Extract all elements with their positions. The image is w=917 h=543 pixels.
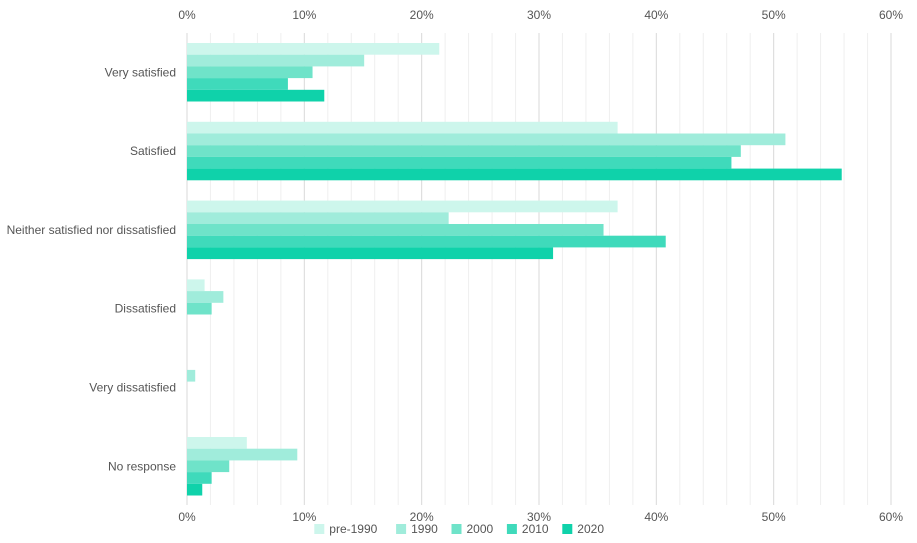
bar-2000-0 [187,66,313,79]
bar-pre-1990-3 [187,279,205,292]
x-tick-label-bottom: 30% [527,510,551,524]
category-label: No response [108,459,176,473]
legend-label-pre-1990: pre-1990 [329,522,377,536]
x-tick-label-bottom: 40% [644,510,668,524]
bar-2010-5 [187,472,212,484]
category-label: Neither satisfied nor dissatisfied [7,223,176,237]
legend-swatch-2000 [451,524,462,534]
category-label: Satisfied [130,144,176,158]
x-tick-label-top: 60% [879,8,903,22]
legend-swatch-2020 [562,524,573,534]
x-tick-label-top: 0% [178,8,196,22]
bar-2010-0 [187,78,288,90]
x-tick-label-bottom: 60% [879,510,903,524]
category-label: Very satisfied [105,65,176,79]
legend-label-2000: 2000 [467,522,494,536]
legend-label-1990: 1990 [411,522,438,536]
x-tick-label-top: 10% [292,8,316,22]
bar-2000-2 [187,224,604,236]
x-tick-label-bottom: 0% [178,510,196,524]
x-tick-label-top: 40% [644,8,668,22]
bar-pre-1990-1 [187,121,618,134]
bar-1990-3 [187,291,224,303]
bar-1990-2 [187,212,449,224]
bar-1990-0 [187,54,365,67]
bar-pre-1990-0 [187,43,440,55]
category-label: Dissatisfied [115,302,176,316]
bar-pre-1990-5 [187,437,247,449]
bar-2020-0 [187,89,325,102]
x-tick-label-bottom: 10% [292,510,316,524]
bar-2020-2 [187,247,554,260]
bar-2020-1 [187,168,842,181]
legend-swatch-1990 [396,524,407,534]
x-tick-label-top: 20% [410,8,434,22]
bar-2000-3 [187,302,212,315]
bar-pre-1990-2 [187,200,618,213]
bar-2010-2 [187,235,666,248]
legend: pre-1990 1990 2000 2010 2020 [314,522,604,536]
bar-1990-4 [187,369,196,382]
x-tick-label-top: 30% [527,8,551,22]
bar-1990-5 [187,448,298,461]
x-axis-ticks: 0% 0% 10% 10% 20% 20% 30% 30% 40% 40% 50% 50% 60% 60% [178,8,903,524]
legend-swatch-2010 [506,524,517,534]
x-tick-label-bottom: 20% [410,510,434,524]
legend-label-2020: 2020 [577,522,604,536]
category-label: Very dissatisfied [89,380,176,394]
bars [187,43,842,496]
category-labels: Very satisfied Satisfied Neither satisfied… [7,65,177,473]
legend-swatch-pre-1990 [314,524,325,534]
bar-1990-1 [187,133,786,146]
bar-2010-1 [187,156,732,169]
x-tick-label-top: 50% [762,8,786,22]
bar-2020-5 [187,483,203,496]
grid-lines [186,33,892,505]
x-tick-label-bottom: 50% [762,510,786,524]
bar-2000-5 [187,460,230,473]
bar-2000-1 [187,145,741,157]
legend-label-2010: 2010 [522,522,549,536]
